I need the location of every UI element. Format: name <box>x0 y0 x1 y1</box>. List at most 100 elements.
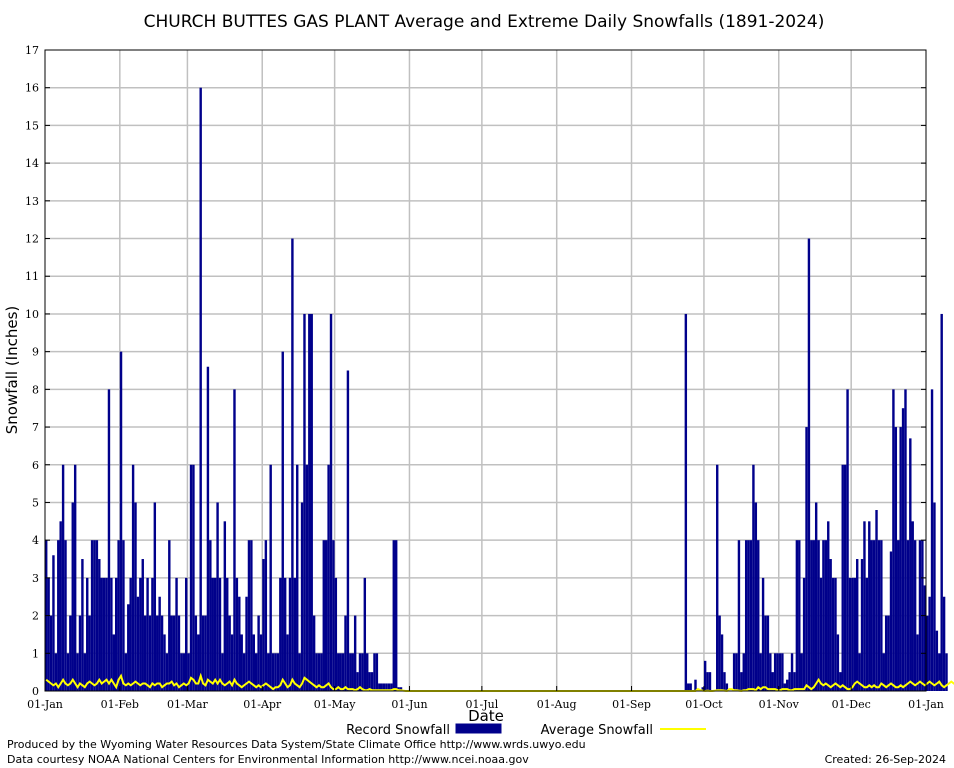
record-bar <box>262 559 265 691</box>
record-bar <box>802 577 806 691</box>
record-bar <box>339 653 342 691</box>
y-tick-label: 8 <box>32 383 39 396</box>
record-bar <box>216 502 219 691</box>
record-bar <box>71 502 74 691</box>
record-bar <box>327 464 330 691</box>
record-bar <box>860 559 864 691</box>
record-bar <box>209 540 212 691</box>
record-bar <box>829 559 832 691</box>
record-bar <box>230 634 234 691</box>
record-bar <box>98 559 101 691</box>
record-bar <box>182 653 185 691</box>
record-bar <box>192 464 195 691</box>
record-bar <box>194 615 198 691</box>
record-bar <box>235 577 239 691</box>
legend: Record Snowfall Average Snowfall <box>346 723 706 738</box>
record-bar <box>238 596 241 691</box>
record-bar <box>913 540 917 691</box>
record-bar <box>706 672 709 691</box>
legend-average-label: Average Snowfall <box>541 723 653 738</box>
x-tick-label: 01-Jun <box>391 698 427 711</box>
record-bar <box>732 653 736 691</box>
record-bar <box>356 672 359 691</box>
record-bar <box>233 389 236 691</box>
record-bar <box>783 683 787 691</box>
record-bar <box>134 502 137 691</box>
record-bar <box>872 540 876 691</box>
record-bar <box>242 653 246 691</box>
y-tick-label: 4 <box>32 534 39 547</box>
record-bar <box>841 464 844 691</box>
record-bar <box>257 615 260 691</box>
record-bar <box>160 615 164 691</box>
record-bar <box>88 615 91 691</box>
record-bar <box>300 502 304 691</box>
record-bar <box>127 604 130 691</box>
record-bar <box>83 653 87 691</box>
record-bar <box>827 521 830 691</box>
record-bar <box>322 540 325 691</box>
record-bar <box>865 577 869 691</box>
record-bar <box>317 653 321 691</box>
record-bar <box>204 615 207 691</box>
credit-line-2: Data courtesy NOAA National Centers for … <box>7 753 529 766</box>
record-bar <box>875 510 878 691</box>
record-bar <box>778 653 782 691</box>
record-bar <box>351 653 354 691</box>
record-bar <box>942 596 946 691</box>
record-bar <box>228 615 231 691</box>
record-bar <box>368 672 371 691</box>
record-bar <box>938 653 941 691</box>
record-bar <box>754 502 758 691</box>
record-bar <box>86 577 89 691</box>
record-bar <box>793 672 796 691</box>
record-bar <box>57 540 60 691</box>
record-bar <box>259 634 263 691</box>
record-bar <box>324 540 328 691</box>
record-bar <box>146 577 149 691</box>
record-bar <box>247 540 251 691</box>
y-tick-label: 1 <box>32 647 39 660</box>
record-bar <box>378 683 381 691</box>
record-bar <box>703 660 707 691</box>
record-bar <box>766 615 770 691</box>
record-bar <box>740 672 743 691</box>
record-bar <box>370 672 374 691</box>
record-bar <box>945 653 948 691</box>
record-bar <box>197 634 200 691</box>
record-bar <box>786 679 789 691</box>
record-bar <box>923 585 926 691</box>
record-bar <box>737 540 741 691</box>
x-tick-label: 01-Feb <box>101 698 139 711</box>
record-bar <box>124 653 128 691</box>
credit-line-1: Produced by the Wyoming Water Resources … <box>7 738 586 751</box>
x-tick-label: 01-Mar <box>167 698 209 711</box>
record-bar <box>136 596 140 691</box>
record-bar <box>795 540 799 691</box>
record-bar <box>298 653 301 691</box>
record-bar <box>897 540 900 691</box>
y-tick-label: 15 <box>25 119 39 132</box>
record-bar <box>889 551 893 691</box>
record-bar <box>139 577 142 691</box>
record-bar <box>694 679 697 691</box>
record-bar <box>725 683 729 691</box>
record-bar <box>52 555 55 691</box>
record-bar <box>223 521 227 691</box>
record-bar <box>105 577 108 691</box>
record-bar <box>267 653 270 691</box>
record-bar <box>916 634 919 691</box>
record-bar <box>341 653 345 691</box>
record-bar <box>269 464 272 691</box>
record-bar <box>930 389 934 691</box>
record-bar <box>175 577 178 691</box>
record-bar <box>759 653 762 691</box>
record-bar <box>344 615 347 691</box>
record-bar <box>776 653 779 691</box>
record-bar <box>346 370 350 691</box>
record-bar <box>90 540 94 691</box>
y-tick-label: 16 <box>25 82 39 95</box>
record-bar <box>151 577 154 691</box>
legend-record-swatch <box>455 723 502 734</box>
record-bar <box>870 540 873 691</box>
